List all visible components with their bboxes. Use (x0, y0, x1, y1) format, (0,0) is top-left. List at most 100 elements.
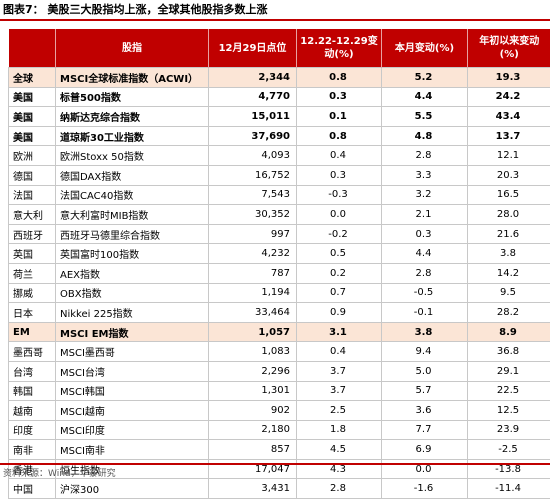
cell-month-change: 4.4 (382, 244, 468, 264)
cell-index-name: AEX指数 (56, 263, 209, 283)
cell-week-change: 0.8 (297, 126, 382, 146)
cell-region: 韩国 (9, 381, 56, 401)
cell-region: 美国 (9, 87, 56, 107)
cell-ytd-change: 8.9 (468, 322, 550, 342)
cell-ytd-change: 14.2 (468, 263, 550, 283)
cell-region: 西班牙 (9, 224, 56, 244)
header-region (9, 29, 56, 68)
cell-index-name: 德国DAX指数 (56, 165, 209, 185)
cell-week-change: 0.4 (297, 146, 382, 166)
cell-region: 南非 (9, 440, 56, 460)
cell-index-name: 意大利富时MIB指数 (56, 205, 209, 225)
cell-region: 挪威 (9, 283, 56, 303)
cell-level: 787 (209, 263, 297, 283)
cell-index-name: MSCI韩国 (56, 381, 209, 401)
cell-index-name: 英国富时100指数 (56, 244, 209, 264)
cell-month-change: 9.4 (382, 342, 468, 362)
cell-level: 33,464 (209, 303, 297, 323)
cell-ytd-change: 22.5 (468, 381, 550, 401)
cell-month-change: 2.1 (382, 205, 468, 225)
cell-week-change: 4.5 (297, 440, 382, 460)
cell-index-name: MSCI印度 (56, 420, 209, 440)
cell-month-change: 4.8 (382, 126, 468, 146)
cell-week-change: 3.1 (297, 322, 382, 342)
cell-region: 荷兰 (9, 263, 56, 283)
cell-level: 2,344 (209, 68, 297, 88)
cell-week-change: -0.2 (297, 224, 382, 244)
cell-week-change: 3.7 (297, 381, 382, 401)
cell-level: 4,770 (209, 87, 297, 107)
cell-ytd-change: 29.1 (468, 361, 550, 381)
cell-level: 2,180 (209, 420, 297, 440)
cell-index-name: MSCI南非 (56, 440, 209, 460)
cell-level: 16,752 (209, 165, 297, 185)
cell-week-change: 0.1 (297, 107, 382, 127)
cell-week-change: -0.3 (297, 185, 382, 205)
cell-month-change: 4.4 (382, 87, 468, 107)
cell-level: 1,301 (209, 381, 297, 401)
cell-level: 857 (209, 440, 297, 460)
cell-month-change: 5.0 (382, 361, 468, 381)
cell-month-change: 3.8 (382, 322, 468, 342)
cell-region: 越南 (9, 401, 56, 421)
cell-ytd-change: 28.0 (468, 205, 550, 225)
cell-ytd-change: 23.9 (468, 420, 550, 440)
cell-index-name: 标普500指数 (56, 87, 209, 107)
cell-week-change: 1.8 (297, 420, 382, 440)
cell-region: 意大利 (9, 205, 56, 225)
cell-index-name: 道琼斯30工业指数 (56, 126, 209, 146)
cell-level: 1,083 (209, 342, 297, 362)
cell-index-name: MSCI台湾 (56, 361, 209, 381)
cell-month-change: 5.2 (382, 68, 468, 88)
cell-week-change: 0.8 (297, 68, 382, 88)
cell-region: 美国 (9, 126, 56, 146)
cell-region: EM (9, 322, 56, 342)
cell-ytd-change: 13.7 (468, 126, 550, 146)
cell-ytd-change: -2.5 (468, 440, 550, 460)
header-index: 股指 (56, 29, 209, 68)
cell-month-change: 2.8 (382, 263, 468, 283)
header-week-change: 12.22-12.29变动(%) (297, 29, 382, 68)
cell-month-change: 5.5 (382, 107, 468, 127)
cell-level: 4,232 (209, 244, 297, 264)
cell-level: 2,296 (209, 361, 297, 381)
cell-index-name: OBX指数 (56, 283, 209, 303)
title-rule (0, 19, 550, 21)
cell-level: 37,690 (209, 126, 297, 146)
cell-month-change: 7.7 (382, 420, 468, 440)
cell-month-change: 2.8 (382, 146, 468, 166)
cell-level: 902 (209, 401, 297, 421)
cell-region: 墨西哥 (9, 342, 56, 362)
cell-region: 德国 (9, 165, 56, 185)
cell-week-change: 0.7 (297, 283, 382, 303)
cell-level: 30,352 (209, 205, 297, 225)
cell-week-change: 0.0 (297, 205, 382, 225)
cell-week-change: 0.3 (297, 165, 382, 185)
cell-month-change: 6.9 (382, 440, 468, 460)
cell-level: 7,543 (209, 185, 297, 205)
source-rule (0, 463, 550, 465)
cell-month-change: 3.6 (382, 401, 468, 421)
cell-ytd-change: 43.4 (468, 107, 550, 127)
cell-week-change: 0.5 (297, 244, 382, 264)
cell-level: 15,011 (209, 107, 297, 127)
cell-index-name: MSCI全球标准指数（ACWI） (56, 68, 209, 88)
cell-month-change: 5.7 (382, 381, 468, 401)
cell-ytd-change: 28.2 (468, 303, 550, 323)
cell-month-change: 3.2 (382, 185, 468, 205)
cell-level: 997 (209, 224, 297, 244)
